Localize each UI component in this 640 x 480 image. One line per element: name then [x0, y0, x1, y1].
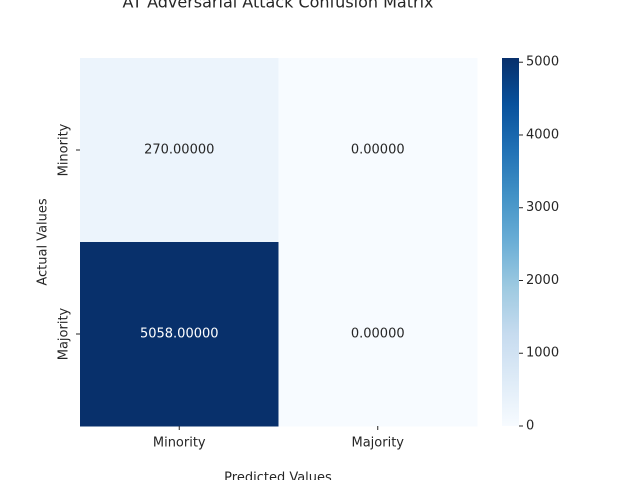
colorbar-tick-label: 1000: [526, 346, 559, 361]
colorbar-tick-label: 2000: [526, 273, 559, 288]
y-tick-label: Majority: [57, 307, 72, 360]
heatmap-cell: [80, 242, 279, 427]
x-tick-label: Minority: [153, 436, 206, 451]
y-axis-label: Actual Values: [36, 198, 51, 286]
y-tick-label: Minority: [57, 123, 72, 176]
colorbar-tick-label: 3000: [526, 200, 559, 215]
cell-label: 270.00000: [144, 143, 214, 158]
cell-label: 5058.00000: [140, 327, 219, 342]
x-tick-label: Majority: [352, 436, 405, 451]
heatmap-cell: [80, 58, 279, 243]
colorbar-tick-label: 0: [526, 419, 534, 434]
colorbar: [502, 58, 519, 426]
heatmap-cell: [278, 242, 478, 427]
x-axis-label: Predicted Values: [224, 471, 332, 480]
cell-label: 0.00000: [351, 143, 405, 158]
cell-label: 0.00000: [351, 327, 405, 342]
chart-title: AT Adversarial Attack Confusion Matrix: [123, 0, 434, 12]
colorbar-tick-label: 5000: [526, 55, 559, 70]
colorbar-tick-label: 4000: [526, 127, 559, 142]
heatmap-cell: [278, 58, 478, 243]
